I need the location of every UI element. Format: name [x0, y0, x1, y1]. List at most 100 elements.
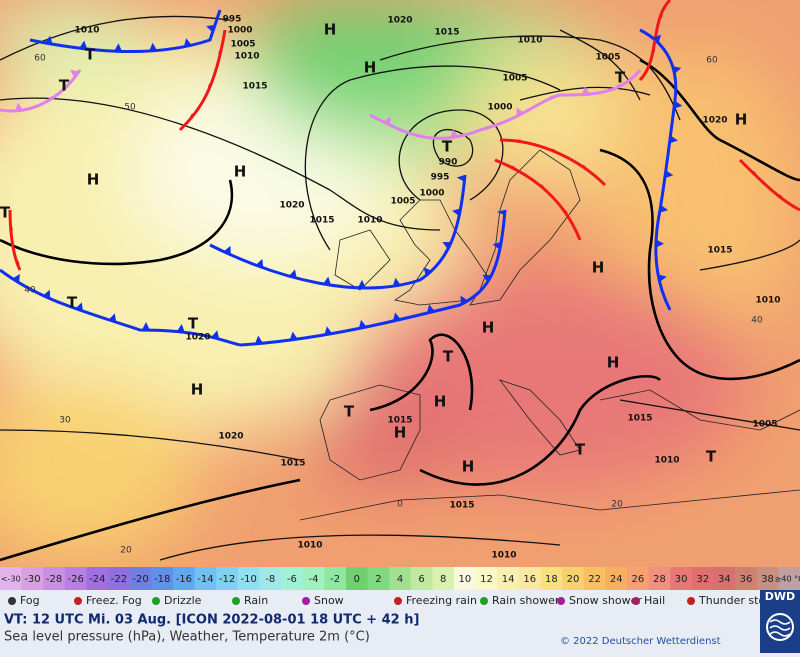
isobar-label: 995	[431, 173, 450, 183]
front-symbol	[496, 210, 505, 216]
front-symbol	[12, 273, 20, 283]
legend-label: Snow	[314, 594, 344, 607]
fronts	[0, 0, 800, 347]
scale-cell	[64, 567, 87, 590]
scale-cell	[367, 567, 390, 590]
front-symbol	[149, 42, 158, 52]
temperature-scale: <-30 -30 -28 -26 -24 -22 -20 -18 -16 -14 -12 -10 -8-…	[0, 567, 800, 590]
scale-label: 12	[480, 574, 493, 585]
scale-label: 8	[440, 574, 446, 585]
front-symbol	[10, 224, 13, 233]
latitude-label: 20	[611, 500, 623, 510]
isobar-label: 1010	[654, 456, 679, 466]
scale-cell	[454, 567, 477, 590]
scale-label: <-30	[1, 575, 21, 584]
isobar-label: 1020	[185, 333, 210, 343]
front-symbol	[211, 330, 220, 340]
isobars	[0, 15, 800, 562]
legend-icon	[557, 597, 565, 605]
pressure-center: T	[344, 403, 355, 421]
isobar-label: 1005	[595, 53, 620, 63]
scale-label: -26	[68, 574, 84, 585]
scale-cell	[735, 567, 758, 590]
scale-cell	[259, 567, 282, 590]
scale-label: 14	[502, 574, 515, 585]
scale-label: 24	[610, 574, 623, 585]
legend-label: Hail	[644, 594, 665, 607]
front-symbol	[176, 323, 185, 333]
front-symbol	[190, 112, 196, 120]
pressure-center: H	[607, 354, 620, 372]
pressure-center: T	[443, 348, 454, 366]
isobar-label: 1010	[755, 296, 780, 306]
legend-icon	[74, 597, 82, 605]
pressure-center: T	[615, 69, 626, 87]
front-symbol	[658, 274, 667, 283]
front-symbol	[392, 312, 401, 322]
legend-icon	[687, 597, 695, 605]
scale-cell	[410, 567, 433, 590]
scale-label: -20	[132, 574, 148, 585]
pressure-center: H	[482, 319, 495, 337]
isobar-label: 1010	[357, 216, 382, 226]
front-symbol	[548, 148, 557, 153]
isobar-label: 1010	[234, 52, 259, 62]
scale-label: -18	[154, 574, 170, 585]
warm-front	[178, 29, 227, 132]
legend-label: Freezing rain	[406, 594, 477, 607]
isobar-label: 1015	[449, 501, 474, 511]
scale-cell	[562, 567, 585, 590]
scale-cell	[237, 567, 260, 590]
front-symbol	[423, 267, 432, 276]
front-symbol	[141, 322, 150, 331]
legend-bg	[0, 590, 760, 612]
scale-label: 34	[718, 574, 731, 585]
pressure-center: T	[575, 441, 586, 459]
isobar-label: 1015	[387, 416, 412, 426]
scale-label: 26	[631, 574, 644, 585]
scale-cell	[216, 567, 239, 590]
isobar-label: 1005	[502, 74, 527, 84]
latitude-label: 60	[34, 54, 46, 64]
front-symbol	[254, 335, 263, 344]
pressure-center: H	[324, 21, 337, 39]
scale-label: -10	[240, 574, 256, 585]
isobar-label: 1000	[227, 26, 252, 36]
latitude-label: 40	[24, 286, 36, 296]
front-symbol	[223, 245, 231, 255]
scale-label: -2	[330, 574, 340, 585]
isobar-label: 1005	[230, 40, 255, 50]
legend-label: Freez. Fog	[86, 594, 142, 607]
scale-cell	[518, 567, 542, 590]
front-symbol	[482, 274, 492, 283]
isobar-label: 1005	[390, 197, 415, 207]
front-symbol	[581, 86, 590, 95]
legend-label: Snow shower	[569, 594, 642, 607]
latitude-label: 0	[397, 500, 403, 510]
isobar-label: 1015	[707, 246, 732, 256]
isobar-label: 1000	[419, 189, 444, 199]
scale-cell	[475, 567, 498, 590]
legend-label: Rain shower	[492, 594, 560, 607]
scale-label: 30	[675, 574, 688, 585]
front-symbol	[392, 277, 401, 287]
occl-front	[0, 69, 82, 113]
scale-label: 22	[588, 574, 601, 585]
warm-front	[8, 209, 22, 271]
pressure-center: T	[442, 138, 453, 156]
front-symbol	[114, 43, 123, 52]
scale-label: 38	[761, 574, 774, 585]
scale-label: 28	[653, 574, 666, 585]
scale-label: 4	[397, 574, 403, 585]
pressure-center: T	[188, 315, 199, 333]
legend-icon	[8, 597, 16, 605]
scale-cell	[151, 567, 174, 590]
pressure-center: T	[85, 46, 96, 64]
front-symbol	[442, 241, 452, 250]
pressure-center: H	[434, 393, 447, 411]
scale-cell	[691, 567, 715, 590]
scale-label: -30	[24, 574, 40, 585]
front-symbol	[652, 46, 656, 55]
pressure-center: T	[59, 77, 70, 95]
